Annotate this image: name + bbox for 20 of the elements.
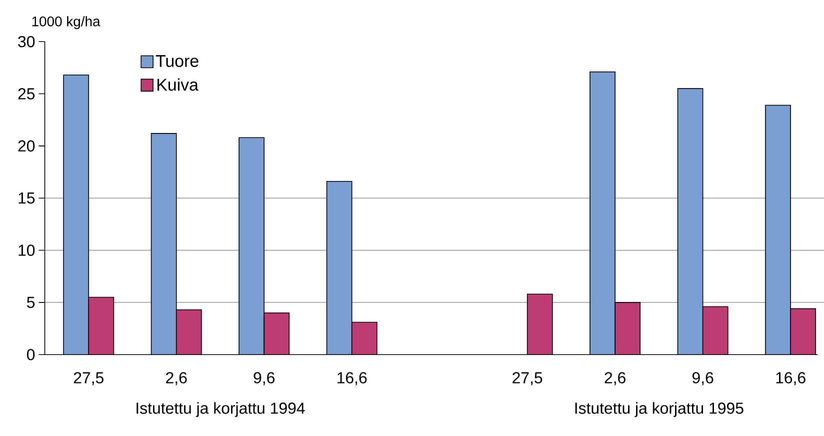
legend-label: Kuiva <box>158 78 198 91</box>
x-tick-label: 27,5 <box>512 372 542 386</box>
x-tick-label: 9,6 <box>254 372 274 386</box>
y-tick-label: 5 <box>27 296 35 308</box>
y-tick-label: 20 <box>18 140 35 152</box>
x-tick-label: 2,6 <box>604 372 626 386</box>
text: Istutettu ja korjattu 1995 <box>575 402 744 417</box>
legend-label: Tuore <box>156 55 198 68</box>
x-tick-label: 27,5 <box>74 372 104 386</box>
x-tick-label: 16,6 <box>776 372 806 386</box>
y-tick-label: 25 <box>18 88 35 100</box>
y-tick-label: 10 <box>18 244 35 256</box>
x-tick-label: 2,6 <box>166 372 187 386</box>
y-tick-label: 15 <box>18 192 35 204</box>
y-tick-label: 0 <box>27 348 35 360</box>
x-tick-label: 16,6 <box>338 372 367 386</box>
text: Istutettu ja korjattu 1994 <box>136 402 305 417</box>
x-tick-label: 9,6 <box>692 372 714 386</box>
y-tick-label: 30 <box>18 36 35 48</box>
y-axis-title: 1000 kg/ha <box>32 16 100 30</box>
